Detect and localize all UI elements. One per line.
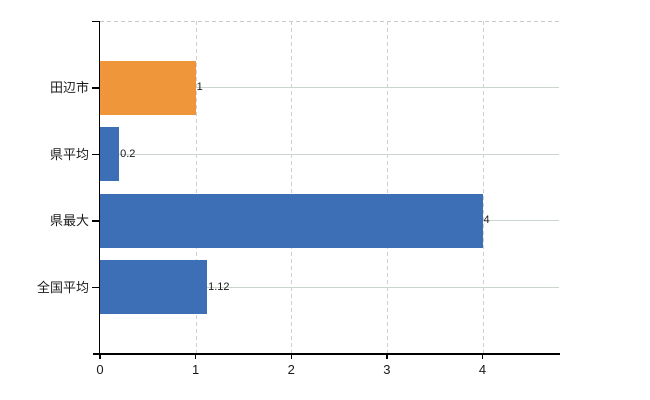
x-tick-label: 2 xyxy=(287,362,295,377)
y-tick-mark xyxy=(92,87,100,89)
bar xyxy=(100,60,196,115)
gridline-horizontal xyxy=(100,153,559,155)
category-label: 全国平均 xyxy=(36,279,89,295)
x-tick-mark xyxy=(290,354,292,359)
x-tick-mark xyxy=(194,354,197,359)
bar-value-label: 1 xyxy=(196,81,203,94)
x-tick-mark xyxy=(99,354,101,359)
x-axis-line xyxy=(93,353,560,355)
gridline-horizontal xyxy=(100,87,559,89)
x-tick-label: 1 xyxy=(192,362,200,377)
x-tick-mark xyxy=(386,354,388,359)
bar xyxy=(100,260,208,315)
bar-value-label: 4 xyxy=(483,214,490,227)
y-axis-line xyxy=(98,21,100,355)
gridline-horizontal xyxy=(100,286,559,288)
y-tick-mark xyxy=(92,20,100,22)
x-tick-mark xyxy=(481,354,484,359)
y-tick-mark xyxy=(92,153,100,156)
bar xyxy=(100,193,483,248)
x-tick-label: 4 xyxy=(478,362,487,377)
bar-value-label: 0.2 xyxy=(120,147,136,160)
y-tick-mark xyxy=(92,286,100,289)
x-tick-label: 3 xyxy=(383,362,391,377)
gridline-vertical xyxy=(386,21,388,353)
gridline-vertical xyxy=(195,21,197,353)
x-tick-label: 0 xyxy=(96,362,104,377)
category-label: 県最大 xyxy=(49,213,89,229)
bar-value-label: 1.12 xyxy=(208,280,230,293)
gridline-vertical xyxy=(291,21,293,353)
gridline-vertical xyxy=(482,21,484,353)
bar xyxy=(100,127,120,182)
category-label: 田辺市 xyxy=(49,80,89,96)
plot-top-border xyxy=(100,21,559,22)
category-label: 県平均 xyxy=(49,146,89,162)
y-tick-mark xyxy=(92,220,100,222)
